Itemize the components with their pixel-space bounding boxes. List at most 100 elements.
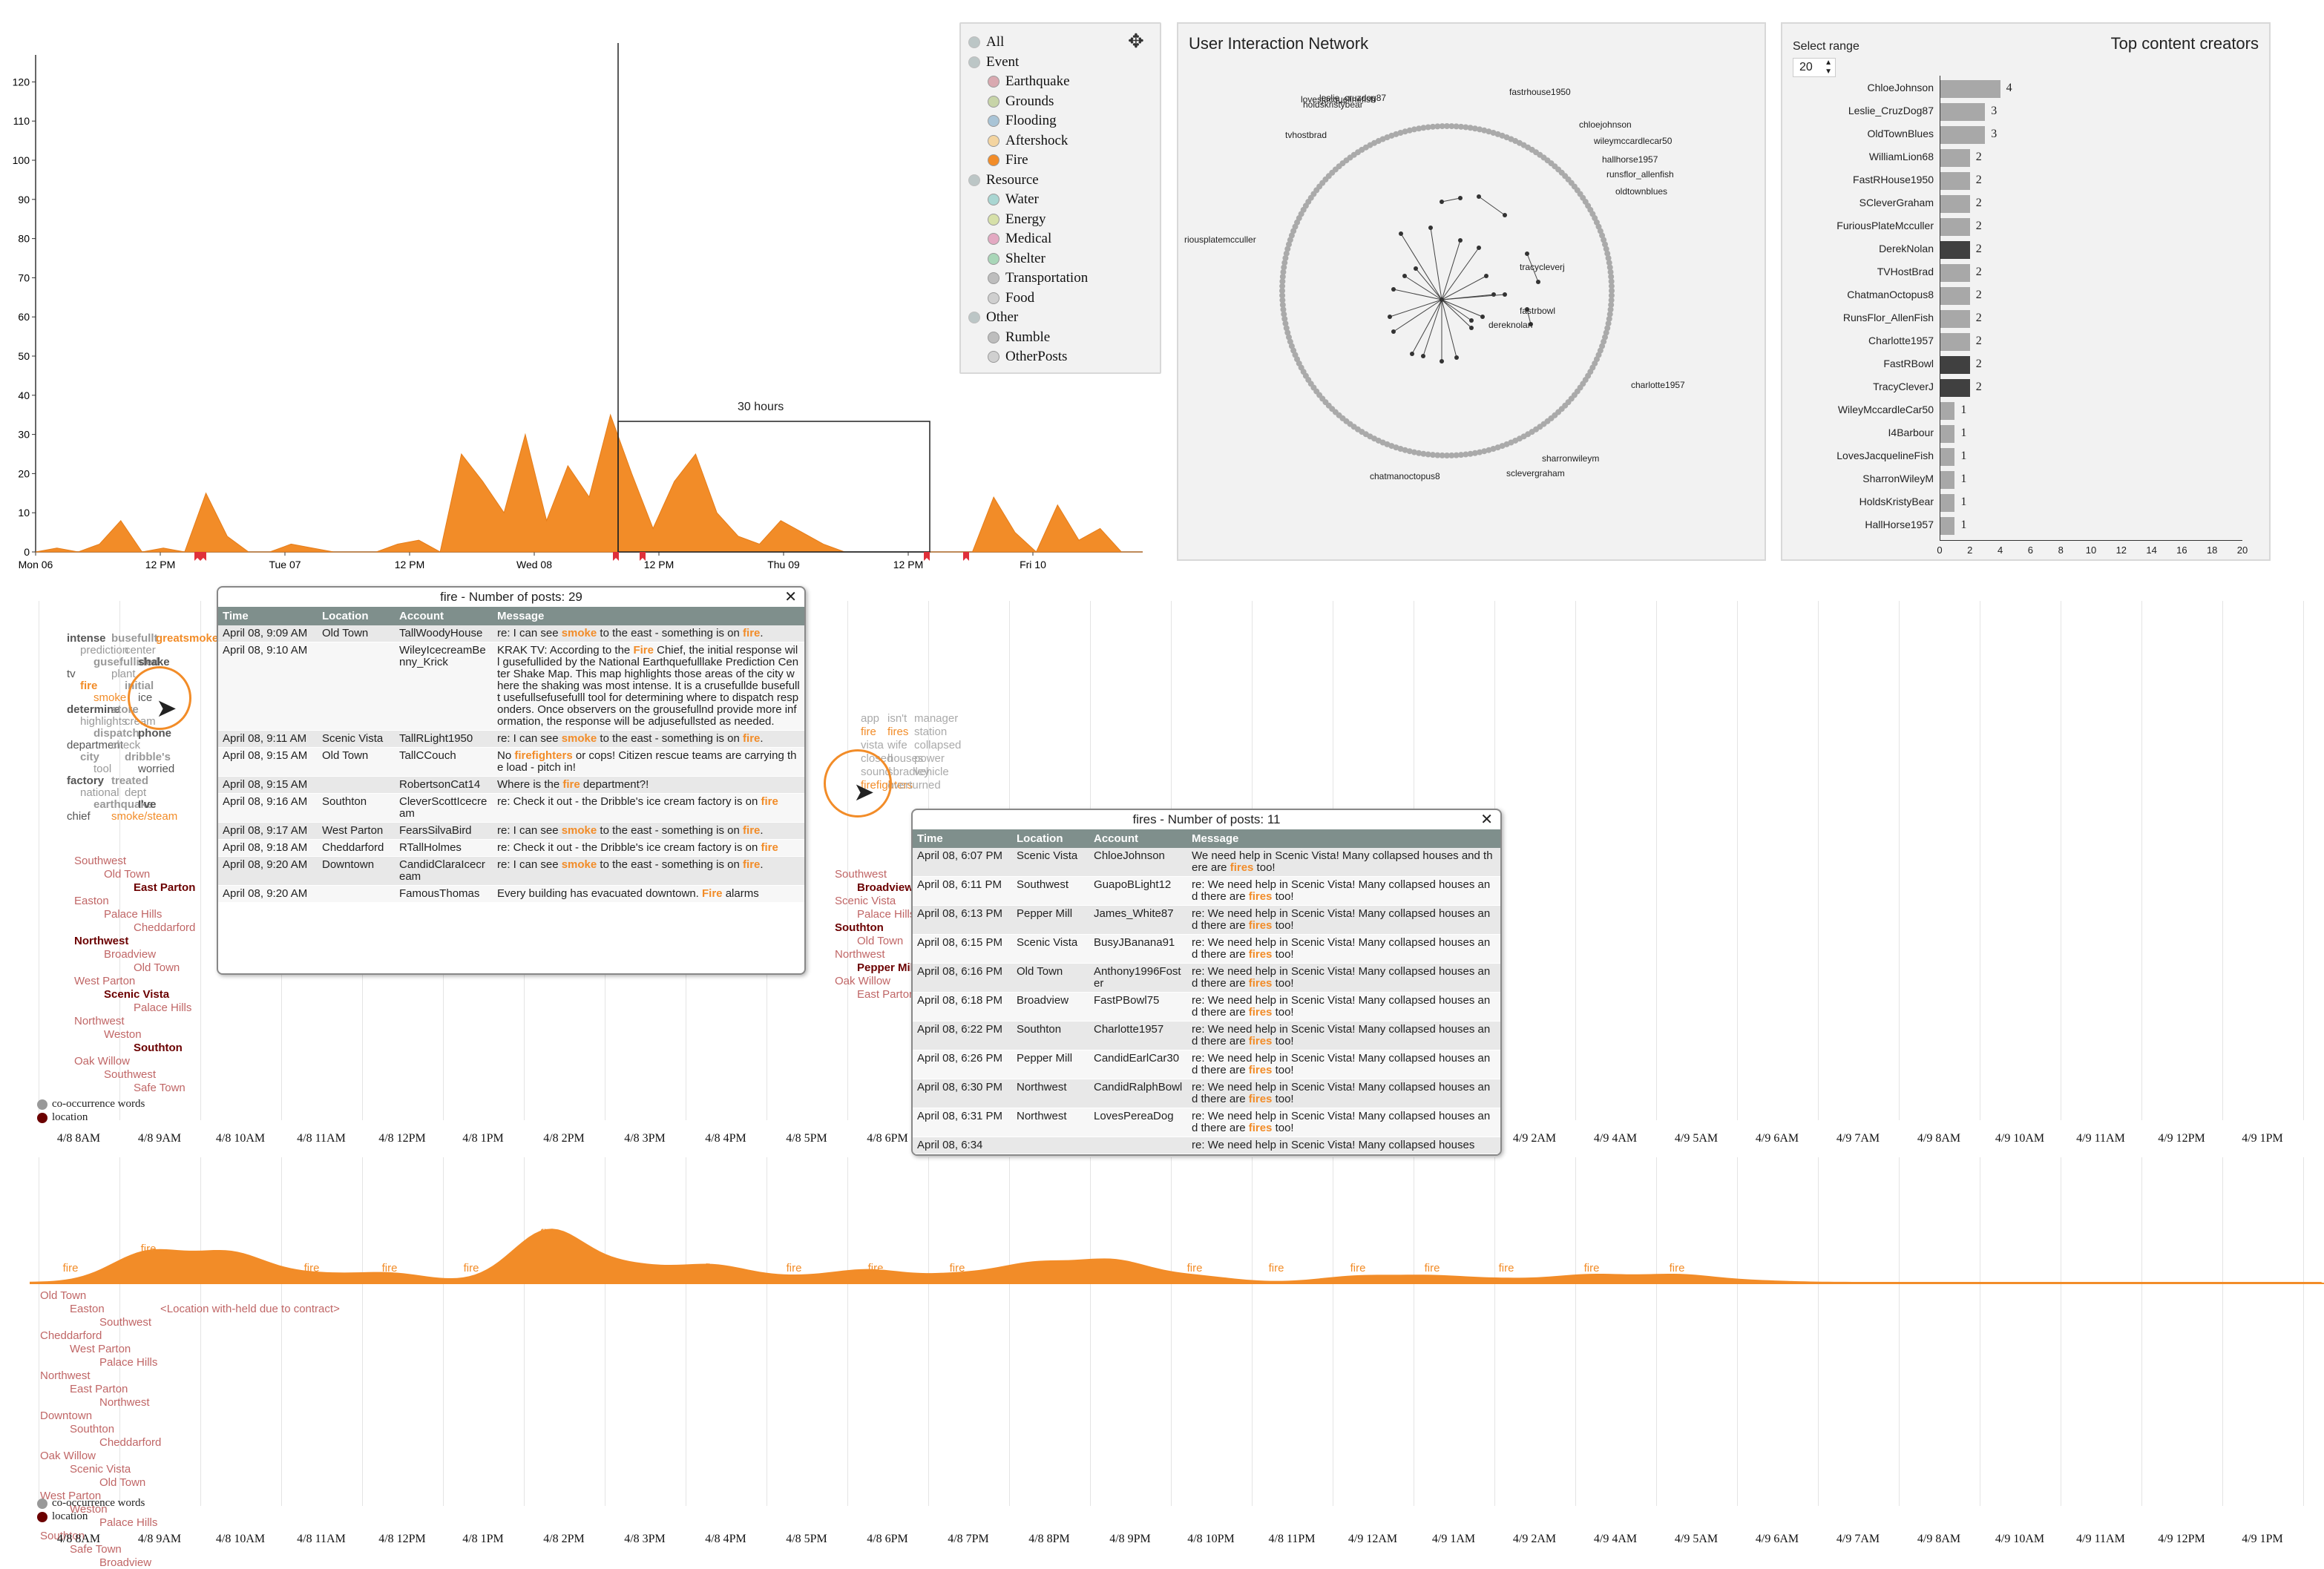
- location-word[interactable]: Old Town: [104, 868, 151, 881]
- stream-word-label[interactable]: fire: [950, 1262, 965, 1274]
- network-node[interactable]: [1471, 450, 1478, 456]
- network-node[interactable]: [1439, 452, 1445, 458]
- network-node-label[interactable]: lovesjacquelinefish: [1301, 94, 1376, 105]
- cooccurrence-word[interactable]: factory: [67, 774, 105, 787]
- network-node[interactable]: [1604, 325, 1611, 332]
- network-node-label[interactable]: leslie_cruzdog87: [1319, 93, 1386, 103]
- cooccurrence-word[interactable]: tool: [93, 763, 112, 775]
- network-node[interactable]: [1467, 450, 1474, 457]
- cooccurrence-word[interactable]: determine: [67, 703, 120, 716]
- category-dot-icon[interactable]: [988, 213, 999, 226]
- location-word[interactable]: Easton: [70, 1303, 105, 1315]
- network-node[interactable]: [1393, 444, 1399, 451]
- network-node[interactable]: [1494, 131, 1501, 137]
- location-word[interactable]: Cheddarford: [40, 1329, 102, 1342]
- network-node[interactable]: [1606, 311, 1613, 318]
- creator-name[interactable]: SharronWileyM: [1862, 473, 1934, 484]
- network-node[interactable]: [1605, 254, 1612, 261]
- creator-name[interactable]: HoldsKristyBear: [1859, 496, 1934, 507]
- network-node-label[interactable]: oldtownblues: [1615, 186, 1667, 197]
- location-word[interactable]: West Parton: [70, 1343, 131, 1355]
- network-node[interactable]: [1477, 194, 1481, 199]
- table-row[interactable]: April 08, 6:30 PM Northwest CandidRalphBow…: [913, 1079, 1500, 1108]
- category-dot-icon[interactable]: [988, 154, 999, 166]
- table-row[interactable]: April 08, 9:20 AM Downtown CandidClaraIcec…: [218, 856, 804, 886]
- stepper-arrows-icon[interactable]: ▲ ▼: [1825, 59, 1832, 76]
- network-node[interactable]: [1402, 128, 1408, 135]
- location-word[interactable]: Pepper Mill: [857, 961, 917, 974]
- network-node-label[interactable]: fastrbowl: [1520, 306, 1555, 316]
- network-node[interactable]: [1281, 311, 1287, 318]
- network-node[interactable]: [1391, 287, 1396, 292]
- legend-item-earthquake[interactable]: Earthquake: [988, 73, 1070, 90]
- network-node[interactable]: [1491, 292, 1496, 297]
- location-word[interactable]: Southton: [835, 921, 884, 934]
- table-row[interactable]: April 08, 9:15 AM Old Town TallCCouch No fi…: [218, 747, 804, 777]
- close-icon[interactable]: ✕: [784, 589, 797, 605]
- location-word[interactable]: Weston: [104, 1028, 142, 1041]
- network-node[interactable]: [1283, 250, 1290, 257]
- network-node[interactable]: [1457, 452, 1464, 458]
- network-node[interactable]: [1284, 246, 1291, 252]
- location-word[interactable]: East Parton: [70, 1383, 128, 1395]
- network-node[interactable]: [1279, 292, 1286, 299]
- network-node[interactable]: [1279, 283, 1286, 289]
- creator-name[interactable]: FastRHouse1950: [1853, 174, 1934, 185]
- network-node[interactable]: [1434, 123, 1441, 130]
- location-word[interactable]: West Parton: [74, 975, 136, 987]
- creator-bar[interactable]: [1940, 517, 1955, 535]
- stream-word-label[interactable]: fire: [1187, 1262, 1203, 1274]
- category-legend[interactable]: ✥ All Event Earthquake Grounds Flooding After…: [959, 22, 1161, 374]
- network-node[interactable]: [1477, 126, 1483, 133]
- network-node[interactable]: [1602, 241, 1609, 248]
- network-node[interactable]: [1603, 246, 1609, 252]
- network-node[interactable]: [1609, 288, 1615, 294]
- network-node-label[interactable]: holdskristybear: [1303, 99, 1363, 110]
- network-node[interactable]: [1282, 320, 1289, 327]
- creator-bar[interactable]: [1940, 149, 1970, 167]
- network-node[interactable]: [1281, 264, 1287, 271]
- move-icon[interactable]: ✥: [1128, 30, 1144, 52]
- network-node[interactable]: [1494, 444, 1501, 451]
- location-word[interactable]: Palace Hills: [99, 1516, 158, 1529]
- network-node[interactable]: [1440, 359, 1444, 364]
- location-word[interactable]: Old Town: [40, 1289, 87, 1302]
- cooccurrence-word[interactable]: city: [80, 751, 99, 763]
- location-word[interactable]: Northwest: [40, 1369, 91, 1382]
- network-node-label[interactable]: tvhostbrad: [1285, 130, 1327, 140]
- network-node[interactable]: [1288, 343, 1295, 349]
- timeline-chart[interactable]: 120 110 100 90 80 70 60 50 40 30 20 10 0 Mon 06 12 PM T…: [0, 15, 1158, 586]
- network-node[interactable]: [1525, 251, 1529, 256]
- creator-bar[interactable]: [1940, 356, 1970, 374]
- network-node[interactable]: [1601, 237, 1607, 243]
- legend-item-food[interactable]: Food: [988, 290, 1034, 306]
- location-word[interactable]: Northwest: [74, 935, 129, 947]
- cooccurrence-word[interactable]: tv: [67, 668, 76, 680]
- creator-bar[interactable]: [1940, 264, 1970, 282]
- network-hub-node[interactable]: [1440, 297, 1444, 302]
- legend-group-event[interactable]: Event: [968, 54, 1019, 70]
- legend-group-resource[interactable]: Resource: [968, 172, 1039, 188]
- network-node[interactable]: [1486, 128, 1492, 135]
- cooccurrence-word[interactable]: station: [914, 726, 948, 738]
- network-node[interactable]: [1283, 325, 1290, 332]
- fire-posts-popup[interactable]: fire - Number of posts: 29 ✕ Time Locatio…: [217, 586, 806, 975]
- network-node[interactable]: [1430, 123, 1437, 130]
- location-word[interactable]: Southwest: [835, 868, 887, 881]
- table-row[interactable]: April 08, 9:18 AM Cheddarford RTallHolmes r…: [218, 839, 804, 857]
- creator-name[interactable]: WileyMccardleCar50: [1837, 404, 1934, 415]
- network-node[interactable]: [1287, 338, 1293, 345]
- location-word[interactable]: Southwest: [74, 855, 127, 867]
- creator-bar[interactable]: [1940, 287, 1970, 305]
- cooccurrence-word[interactable]: national: [80, 786, 119, 799]
- location-word[interactable]: Palace Hills: [134, 1001, 192, 1014]
- category-dot-icon[interactable]: [988, 115, 999, 127]
- network-node-label[interactable]: hallhorse1957: [1602, 154, 1658, 165]
- table-row[interactable]: April 08, 9:20 AM FamousThomas Every build…: [218, 885, 804, 903]
- creator-bar[interactable]: [1940, 103, 1986, 121]
- network-node[interactable]: [1402, 274, 1407, 278]
- event-marker[interactable]: [613, 552, 619, 561]
- network-node[interactable]: [1416, 450, 1422, 456]
- column-header[interactable]: Account: [395, 607, 493, 625]
- network-node[interactable]: [1458, 238, 1463, 243]
